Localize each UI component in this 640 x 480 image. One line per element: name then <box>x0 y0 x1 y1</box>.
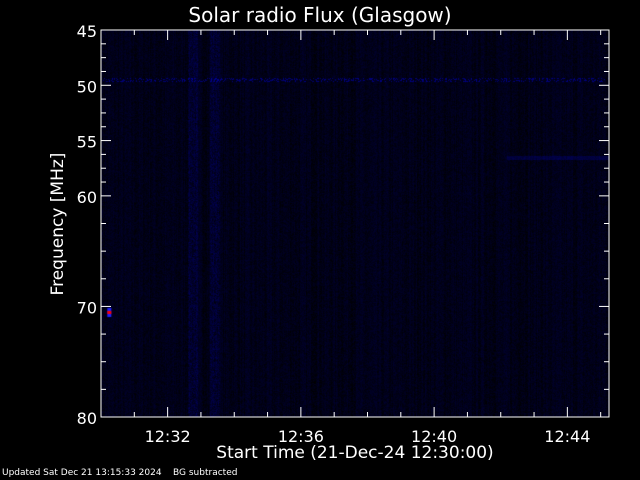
x-tick-label: 12:36 <box>278 427 324 446</box>
chart-title: Solar radio Flux (Glasgow) <box>188 3 452 27</box>
x-tick-label: 12:40 <box>411 427 457 446</box>
footer: Updated Sat Dec 21 13:15:33 2024 BG subt… <box>2 468 237 478</box>
plot-frame <box>100 29 610 418</box>
x-tick-label: 12:44 <box>544 427 590 446</box>
y-tick-label: 50 <box>77 77 97 96</box>
x-axis-label: Start Time (21-Dec-24 12:30:00) <box>216 443 494 463</box>
y-tick-label: 80 <box>77 409 97 428</box>
y-axis-label: Frequency [MHz] <box>48 152 68 296</box>
y-tick-label: 45 <box>77 22 97 41</box>
y-tick-label: 70 <box>77 298 97 317</box>
y-tick-label: 55 <box>77 133 97 152</box>
x-tick-label: 12:32 <box>145 427 191 446</box>
y-tick-label: 60 <box>77 188 97 207</box>
spectrogram-heatmap <box>101 30 609 417</box>
bg-note: BG subtracted <box>173 468 238 478</box>
updated-timestamp: Updated Sat Dec 21 13:15:33 2024 <box>2 468 162 478</box>
